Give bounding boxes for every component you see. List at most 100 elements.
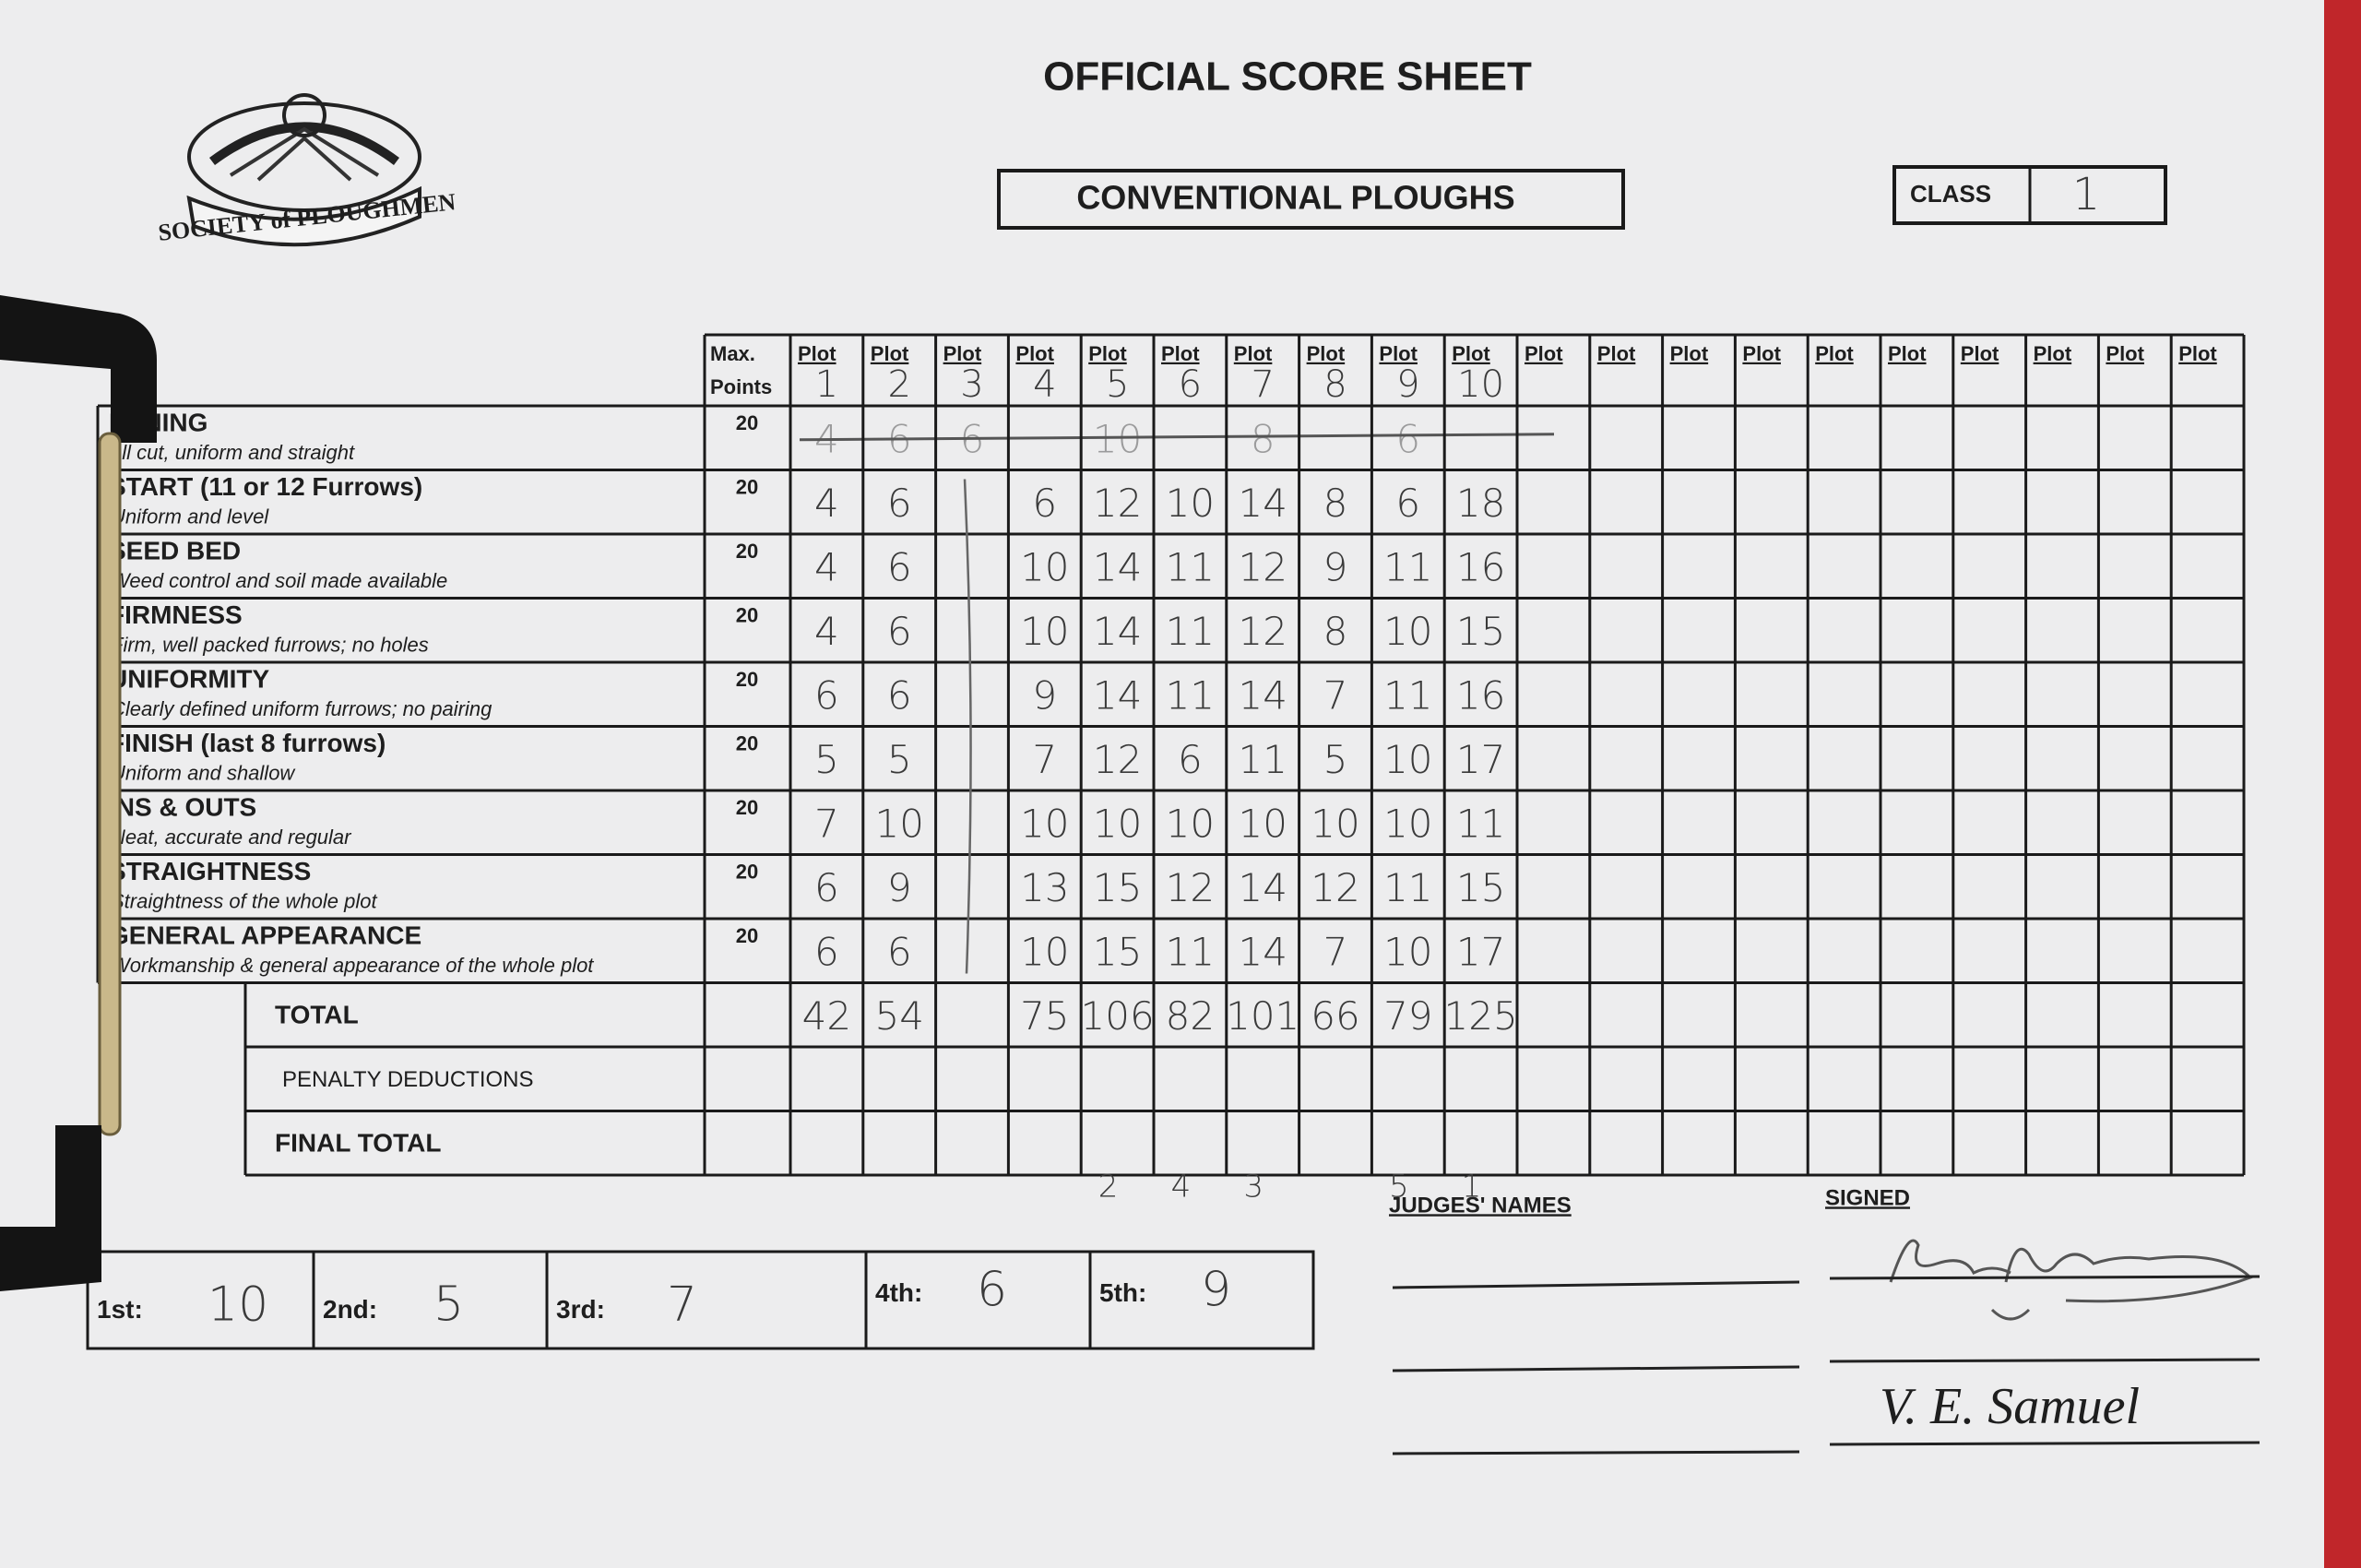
score: 11: [1238, 737, 1287, 782]
placing-label: 2nd:: [323, 1295, 377, 1324]
score: 6: [1032, 481, 1057, 526]
criterion-description: Uniform and shallow: [111, 761, 296, 784]
score: 14: [1093, 672, 1142, 718]
score: 15: [1093, 865, 1142, 910]
score: 9: [1032, 672, 1057, 718]
plot-number: 4: [1033, 363, 1056, 406]
score: 6: [814, 672, 839, 718]
score: 10: [1383, 929, 1432, 974]
criterion-description: Firm, well packed furrows; no holes: [111, 633, 429, 656]
placing-label: 4th:: [875, 1278, 922, 1307]
criterion-name: FINISH (last 8 furrows): [109, 729, 386, 757]
criterion-name: GENERAL APPEARANCE: [109, 921, 421, 949]
score: 11: [1383, 672, 1432, 718]
score: 10: [1020, 609, 1069, 654]
clipboard-clip: [0, 295, 157, 1291]
score: 8: [1251, 416, 1275, 461]
plot-label: Plot: [798, 342, 836, 365]
score: 14: [1238, 865, 1287, 910]
red-edge: [2324, 0, 2361, 1568]
score: 11: [1383, 544, 1432, 589]
plot-number: 8: [1323, 363, 1347, 406]
plot-number: 2: [887, 363, 910, 406]
judges: JUDGES' NAMES SIGNED V. E. Samuel: [1389, 1185, 2260, 1455]
plot-number: 10: [1457, 363, 1504, 406]
plot-label: Plot: [871, 342, 909, 365]
max-points: 20: [736, 540, 758, 563]
plot-label: Plot: [1525, 342, 1563, 365]
score: 5: [1323, 737, 1348, 782]
plot-label: Plot: [1742, 342, 1781, 365]
score: 12: [1166, 865, 1215, 910]
plot-label: Plot: [1452, 342, 1490, 365]
score: 10: [1166, 481, 1215, 526]
score: 17: [1456, 737, 1505, 782]
max-points: 20: [736, 411, 758, 434]
max-points: 20: [736, 924, 758, 947]
score: 12: [1238, 544, 1287, 589]
max-points: 20: [736, 603, 758, 626]
criterion-description: Weed control and soil made available: [111, 569, 447, 592]
plot-number: 5: [1106, 363, 1129, 406]
criterion-name: START (11 or 12 Furrows): [109, 472, 422, 501]
placing-label: 3rd:: [556, 1295, 605, 1324]
score: 6: [887, 481, 912, 526]
score: 125: [1444, 993, 1518, 1039]
score: 82: [1166, 993, 1215, 1039]
plot-number: 3: [960, 363, 983, 406]
score: 11: [1166, 929, 1215, 974]
placings: 1st: 10 2nd: 5 3rd: 7 4th: 6 5th: 9: [86, 1250, 1315, 1350]
plot-number: 9: [1396, 363, 1419, 406]
rank-note: 3: [1243, 1169, 1264, 1206]
score: 6: [1395, 416, 1420, 461]
plot-label: Plot: [2106, 342, 2144, 365]
score: 42: [802, 993, 851, 1039]
plot-label: Plot: [1379, 342, 1418, 365]
max-points-label: Max.: [710, 342, 755, 365]
judge-name-line: [1392, 1450, 1800, 1455]
rank-note: 2: [1098, 1169, 1119, 1206]
score: 16: [1456, 672, 1505, 718]
score: 10: [1383, 801, 1432, 846]
score: 11: [1456, 801, 1505, 846]
rank-note: 1: [1462, 1169, 1482, 1206]
rank-note: 4: [1171, 1169, 1192, 1206]
criterion-description: Workmanship & general appearance of the …: [111, 954, 594, 977]
signature-line: [1829, 1441, 2260, 1446]
score: 14: [1093, 609, 1142, 654]
class-value: 1: [2072, 169, 2101, 220]
score: 10: [1383, 737, 1432, 782]
plot-label: Plot: [2034, 342, 2072, 365]
criterion-name: STRAIGHTNESS: [109, 857, 311, 885]
plot-label: Plot: [1597, 342, 1636, 365]
max-points: 20: [736, 475, 758, 498]
placing-plot: 10: [208, 1277, 268, 1333]
criterion-name: FIRMNESS: [109, 600, 243, 629]
score: 6: [814, 865, 839, 910]
plot-label: Plot: [1161, 342, 1200, 365]
max-points-label: Points: [710, 375, 772, 398]
score: 15: [1456, 609, 1505, 654]
score: 10: [1020, 544, 1069, 589]
score: 10: [1020, 929, 1069, 974]
score: 4: [814, 609, 839, 654]
criterion-description: Uniform and level: [111, 505, 269, 528]
score: 17: [1456, 929, 1505, 974]
judges-names-label: JUDGES' NAMES: [1389, 1193, 1572, 1218]
score: 4: [814, 481, 839, 526]
score: 10: [1383, 609, 1432, 654]
score: 66: [1311, 993, 1359, 1039]
plot-number: 7: [1251, 363, 1274, 406]
score: 10: [874, 801, 923, 846]
subtitle: CONVENTIONAL PLOUGHS: [1076, 179, 1514, 217]
score: 6: [887, 929, 912, 974]
score: 14: [1238, 672, 1287, 718]
plot-number: 6: [1179, 363, 1202, 406]
signature-line: [1829, 1358, 2260, 1363]
score: 13: [1020, 865, 1069, 910]
score: 11: [1166, 672, 1215, 718]
total-label: PENALTY DEDUCTIONS: [282, 1067, 534, 1092]
class-label: CLASS: [1910, 180, 1991, 208]
